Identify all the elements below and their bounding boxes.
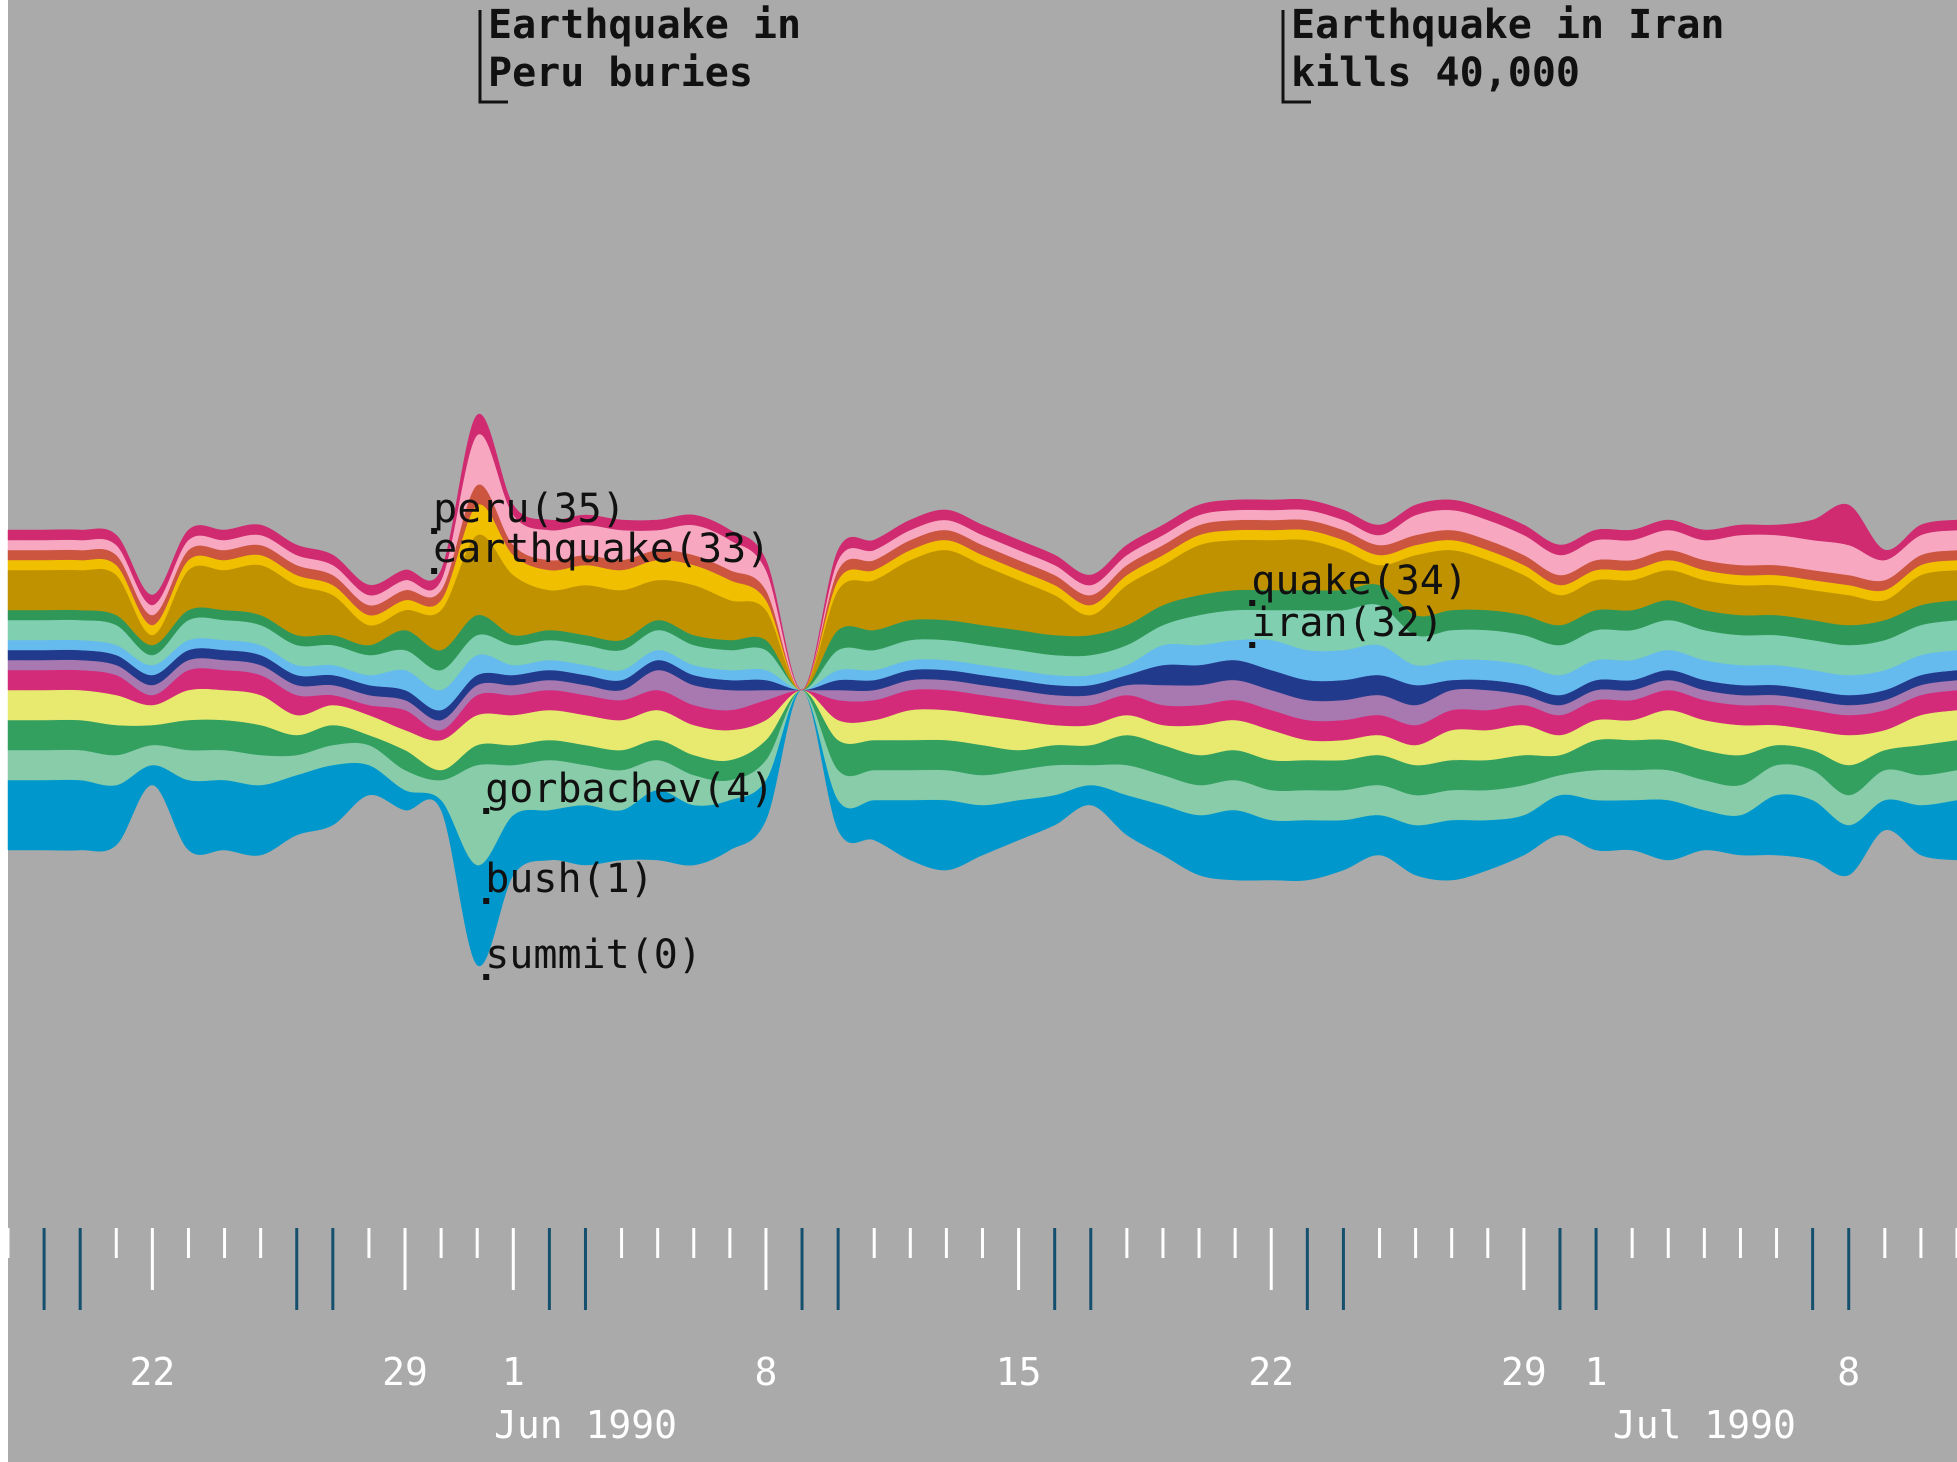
word-label-marker	[483, 974, 490, 980]
word-label-marker	[431, 568, 438, 574]
month-label: Jul 1990	[1613, 1403, 1796, 1447]
x-tick-label: 22	[129, 1350, 175, 1394]
x-tick-label: 8	[754, 1350, 777, 1394]
word-label: quake(34)	[1251, 558, 1468, 604]
x-tick-label: 22	[1248, 1350, 1294, 1394]
event-bracket	[1281, 10, 1311, 104]
x-tick-label: 15	[996, 1350, 1042, 1394]
month-label: Jun 1990	[494, 1403, 677, 1447]
word-labels: peru(35)earthquake(33) gorbachev(4) bush(1…	[431, 486, 1468, 980]
event-annotation-line: kills 40,000	[1291, 50, 1580, 96]
word-label: summit(0)	[485, 932, 702, 978]
x-tick-label: 29	[382, 1350, 428, 1394]
stream-layers	[7, 413, 1957, 967]
word-label: iran(32)	[1251, 600, 1444, 646]
time-axis: 22 29 1 8 15 22 29 1 8 Jun 1990 Jul 1990	[6, 1228, 1957, 1447]
x-tick-label: 1	[1585, 1350, 1608, 1394]
word-label-marker	[483, 898, 490, 904]
word-label: earthquake(33)	[433, 526, 770, 572]
event-annotation-line: Earthquake in	[488, 2, 801, 48]
x-tick-label: 1	[502, 1350, 525, 1394]
event-annotation-line: Earthquake in Iran	[1291, 2, 1724, 48]
word-label-marker	[1249, 600, 1256, 606]
event-annotation-line: Peru buries	[488, 50, 753, 96]
word-label-marker	[1249, 642, 1256, 648]
event-bracket	[478, 10, 508, 104]
x-tick-label: 8	[1837, 1350, 1860, 1394]
word-label: gorbachev(4)	[485, 766, 774, 812]
x-tick-label: 29	[1501, 1350, 1547, 1394]
word-label: peru(35)	[433, 486, 626, 532]
word-label: bush(1)	[485, 856, 654, 902]
word-label-marker	[431, 528, 438, 534]
word-label-marker	[483, 808, 490, 814]
